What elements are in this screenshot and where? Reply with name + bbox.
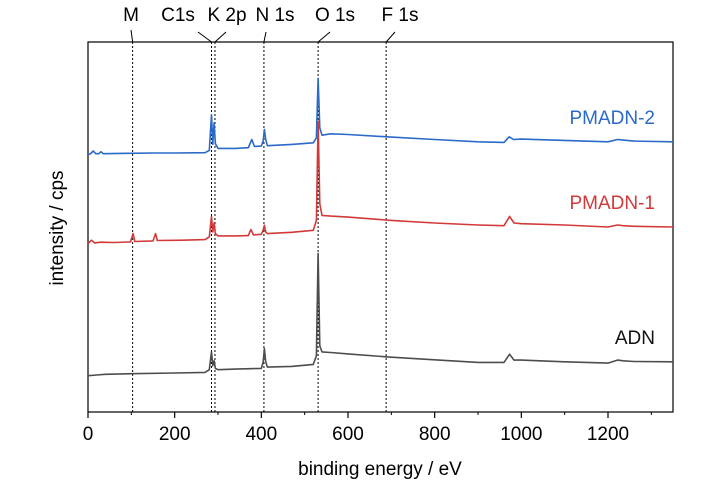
x-tick-label: 400 xyxy=(245,424,277,445)
series-line-adn xyxy=(87,252,674,377)
series-lines xyxy=(87,77,674,377)
peak-leader-line xyxy=(263,31,267,43)
series-line-pmadn-1 xyxy=(87,120,674,245)
x-axis-label: binding energy / eV xyxy=(298,459,462,480)
x-tick-label: 1000 xyxy=(500,424,542,445)
x-tick-label: 200 xyxy=(159,424,191,445)
peak-label: F 1s xyxy=(382,5,419,26)
series-label-pmadn-2: PMADN-2 xyxy=(569,108,655,129)
peak-leader-line xyxy=(130,29,134,43)
peak-label: K 2p xyxy=(207,5,246,26)
y-axis-label: intensity / cps xyxy=(47,170,68,285)
series-line-pmadn-2 xyxy=(87,77,674,156)
peak-leader-line xyxy=(317,31,331,43)
x-tick-label: 1200 xyxy=(587,424,629,445)
peak-markers: M C1s K 2p N 1s O 1s F 1s xyxy=(123,5,418,412)
peak-leader-line xyxy=(197,31,212,43)
peak-leader-line xyxy=(385,31,396,43)
series-label-pmadn-1: PMADN-1 xyxy=(569,193,655,214)
peak-label: O 1s xyxy=(315,5,355,26)
x-tick-label: 800 xyxy=(419,424,451,445)
x-tick-label: 600 xyxy=(332,424,364,445)
peak-leader-line xyxy=(214,31,227,43)
peak-label: C1s xyxy=(161,5,195,26)
x-axis: 0 200 400 600 800 1000 1200 xyxy=(83,412,652,445)
series-label-adn: ADN xyxy=(615,328,655,349)
x-tick-label: 0 xyxy=(83,424,94,445)
series-labels: PMADN-2 PMADN-1 ADN xyxy=(569,108,655,349)
peak-label: M xyxy=(123,5,139,26)
peak-label: N 1s xyxy=(255,5,294,26)
